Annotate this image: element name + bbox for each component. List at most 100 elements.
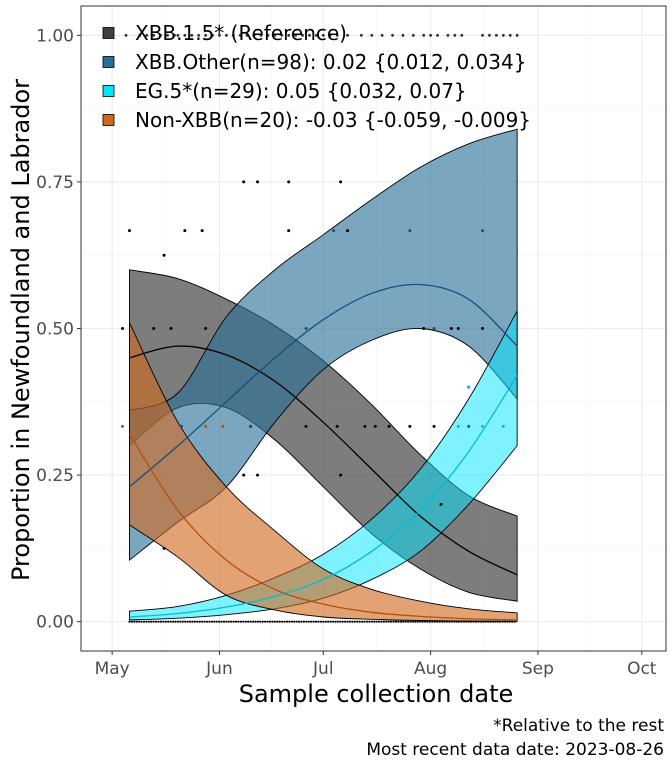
observation-point-zero [426,620,429,623]
observation-point-zero [152,620,155,623]
observation-point-zero [503,620,507,623]
observation-point [287,229,291,233]
legend-label-series-0: XBB.1.5* (Reference) [135,21,347,45]
observation-point-ref [266,33,270,37]
observation-point-ref [211,33,214,37]
observation-point-ref [422,33,426,37]
fit-lines [128,283,518,621]
observation-point-zero [380,620,383,623]
observation-point [467,424,471,428]
observation-point-ref [173,33,176,37]
observation-point [162,253,166,257]
observation-point-zero [164,620,167,623]
observation-point-zero [297,620,301,623]
observation-point-zero [319,620,322,623]
observation-point-ref [273,33,277,37]
observation-point [179,424,183,428]
x-tick-label: Sep [522,659,554,679]
observation-point-zero [174,620,177,623]
observation-point-ref [380,33,384,37]
observation-point-zero [288,620,291,623]
observation-point-zero [176,620,180,623]
observation-point-ref [218,33,221,37]
observation-point-zero [285,620,289,623]
observation-point-zero [230,620,233,623]
observation-point-zero [324,620,327,623]
observation-point-zero [155,620,158,623]
observation-point-zero [242,620,245,623]
observation-point-zero [293,620,296,623]
observation-point-ref [183,33,187,37]
observation-point-zero [494,620,497,623]
observation-point [221,424,225,428]
fit-line-series-1 [129,283,518,488]
observation-point-zero [327,620,330,623]
observation-point-zero [196,620,199,623]
observation-point-zero [145,620,148,623]
observation-point-zero [440,620,444,623]
legend-label-series-1: XBB.Other(n=98): 0.02 {0.012, 0.034} [135,50,526,74]
observation-point-zero [314,620,318,623]
observation-point-zero [358,620,361,623]
observation-point-zero [462,620,465,623]
observation-point-zero [341,620,344,623]
observation-point-zero [460,620,463,623]
observation-point-zero [205,620,209,623]
observation-point-zero [433,620,436,623]
observation-point-ref [436,33,439,37]
observation-point-zero [438,620,441,623]
observation-point-zero [244,620,247,623]
y-tick-label: 0.25 [36,466,74,486]
observation-point-ref [391,33,394,37]
legend-key-series-3 [102,114,115,126]
observation-point-zero [305,620,308,623]
observation-point-zero [251,620,255,623]
observation-point-zero [499,620,502,623]
observation-point-ref [152,33,156,37]
observation-point [249,424,253,428]
observation-point-zero [256,620,259,623]
observation-point [439,502,443,506]
observation-point [481,424,485,428]
observation-point [363,424,367,428]
observation-point-zero [457,620,461,623]
observation-point [162,546,166,550]
observation-point [242,180,246,184]
observation-point-zero [191,620,194,623]
fit-line-series-0 [129,345,518,576]
observation-point-zero [445,620,448,623]
observation-point-zero [423,620,427,623]
observation-point-zero [268,620,272,623]
observation-point-ref [314,33,318,37]
observation-point-zero [409,620,412,623]
observation-point-zero [329,620,332,623]
observation-point-zero [271,620,274,623]
observation-point-zero [201,620,204,623]
observation-point [467,385,471,389]
x-tick-label: Aug [414,659,447,679]
observation-point-zero [203,620,206,623]
observation-point-zero [416,620,419,623]
observation-point-ref [166,33,169,37]
observation-point-zero [484,620,487,623]
observation-point-zero [179,620,182,623]
observation-point-zero [482,620,485,623]
observation-point-zero [443,620,446,623]
observation-point-ref [359,33,363,37]
observation-point-zero [278,620,281,623]
observation-point-zero [150,620,153,623]
observation-point-ref [515,33,519,37]
x-axis-title: Sample collection date [239,680,514,708]
observation-point-zero [339,620,342,623]
observation-point-zero [186,620,189,623]
observation-point-zero [130,620,133,623]
observation-point-zero [234,620,238,623]
observation-point-zero [290,620,293,623]
observation-point-ref [328,33,332,37]
observation-point-zero [310,620,313,623]
x-tick-label: Jul [312,659,334,679]
observation-point-zero [239,620,243,623]
observation-point [121,327,125,330]
observation-point-ref [488,33,491,37]
observation-point-zero [249,620,252,623]
